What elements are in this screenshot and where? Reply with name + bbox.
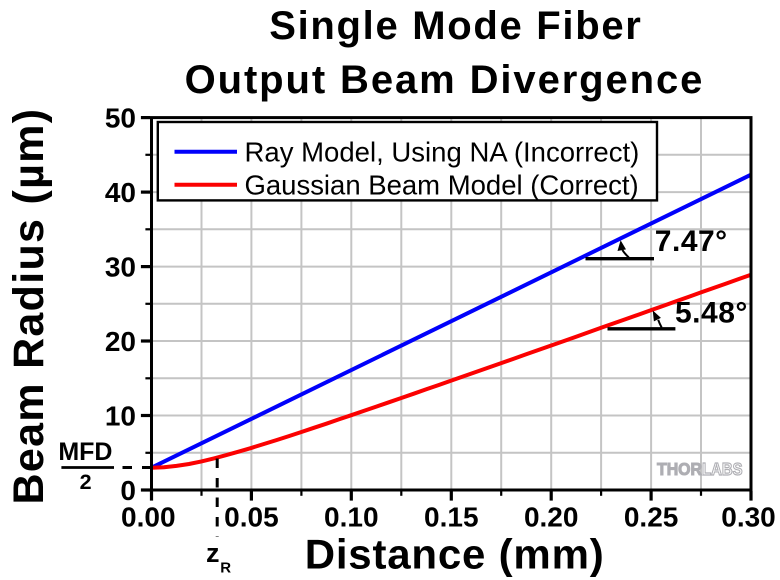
svg-text:50: 50 [105, 103, 136, 134]
svg-text:Distance (mm): Distance (mm) [305, 531, 605, 578]
svg-text:R: R [220, 560, 231, 577]
svg-text:Gaussian Beam Model (Correct): Gaussian Beam Model (Correct) [245, 170, 639, 201]
svg-text:0.25: 0.25 [624, 501, 679, 532]
svg-text:Ray Model, Using NA (Incorrect: Ray Model, Using NA (Incorrect) [245, 137, 640, 168]
svg-text:0.10: 0.10 [324, 501, 379, 532]
svg-text:0.15: 0.15 [424, 501, 479, 532]
svg-text:MFD: MFD [58, 438, 112, 466]
svg-text:0.05: 0.05 [224, 501, 279, 532]
svg-text:z: z [206, 538, 220, 568]
svg-text:2: 2 [80, 470, 92, 494]
svg-text:10: 10 [105, 401, 136, 432]
svg-text:30: 30 [105, 252, 136, 283]
svg-text:0.20: 0.20 [524, 501, 579, 532]
svg-text:0: 0 [120, 475, 136, 506]
svg-text:5.48°: 5.48° [675, 297, 748, 330]
svg-text:Beam Radius (µm): Beam Radius (µm) [5, 108, 53, 505]
svg-text:40: 40 [105, 177, 136, 208]
svg-text:20: 20 [105, 326, 136, 357]
svg-text:0.30: 0.30 [721, 501, 776, 532]
svg-text:THOR: THOR [657, 459, 702, 479]
svg-text:0.00: 0.00 [121, 501, 176, 532]
svg-text:LABS: LABS [702, 459, 743, 479]
svg-text:Single Mode Fiber: Single Mode Fiber [269, 4, 642, 48]
svg-text:7.47°: 7.47° [655, 225, 728, 258]
svg-text:Output Beam Divergence: Output Beam Divergence [185, 58, 705, 102]
